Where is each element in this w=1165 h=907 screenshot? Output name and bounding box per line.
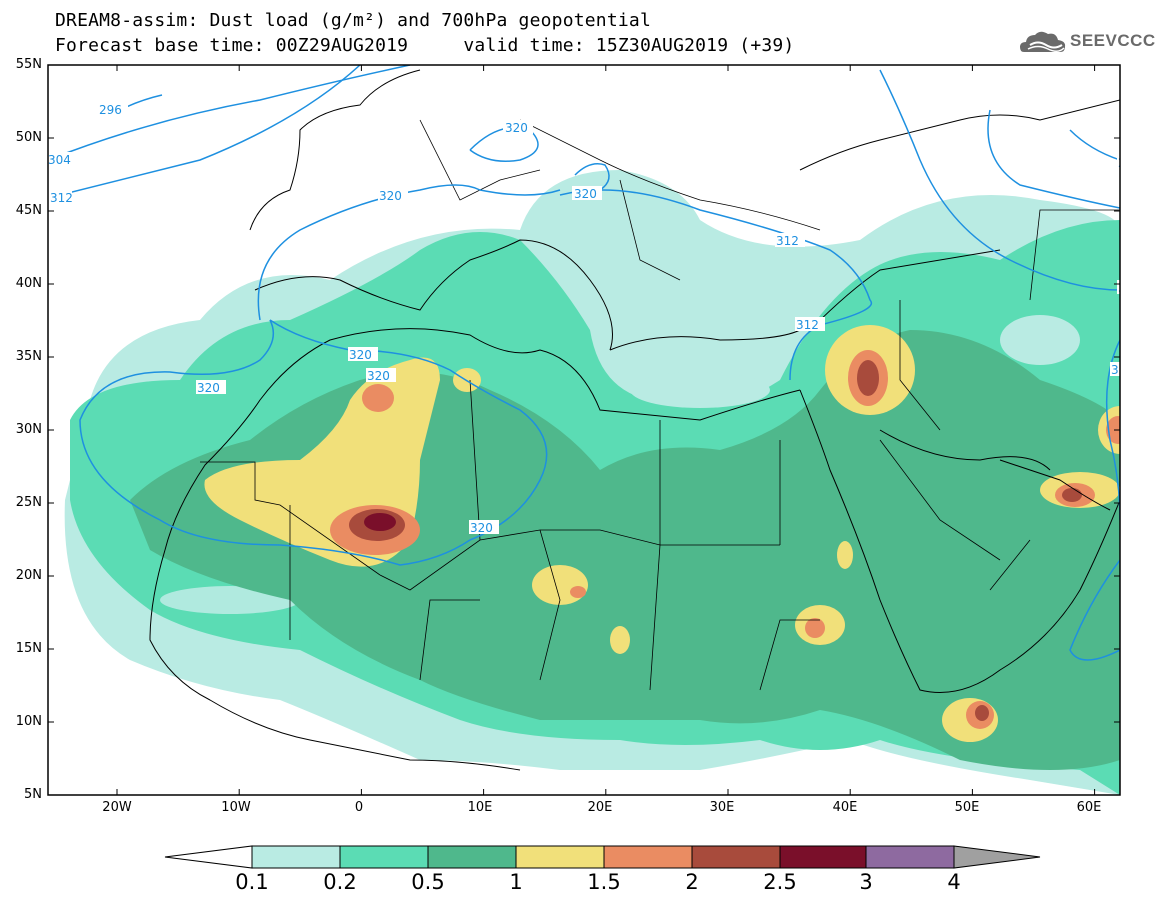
lon-label: 10E — [467, 800, 493, 815]
colorbar-label: 2.5 — [763, 870, 797, 894]
cloud-logo-icon — [1020, 31, 1066, 52]
svg-text:312: 312 — [776, 234, 799, 248]
lon-label: 0 — [354, 800, 364, 815]
lon-label: 10W — [221, 800, 251, 815]
logo-text: SEEVCCC — [1070, 31, 1156, 50]
colorbar-label: 2 — [685, 870, 699, 894]
lat-label: 55N — [15, 57, 42, 72]
svg-text:320: 320 — [574, 187, 597, 201]
svg-text:320: 320 — [197, 381, 220, 395]
colorbar-c2 — [339, 845, 429, 869]
axis-ticks — [48, 64, 1120, 796]
lon-label: 30E — [709, 800, 735, 815]
map-title: DREAM8-assim: Dust load (g/m²) and 700hP… — [55, 10, 651, 31]
svg-text:304: 304 — [1125, 201, 1148, 215]
colorbar-label: 1 — [509, 870, 523, 894]
lat-label: 10N — [15, 714, 42, 729]
lat-label: 5N — [24, 787, 42, 802]
lat-label: 25N — [15, 495, 42, 510]
colorbar-label: 3 — [859, 870, 873, 894]
colorbar — [164, 845, 1041, 869]
svg-text:320: 320 — [470, 521, 493, 535]
svg-text:312: 312 — [1111, 363, 1134, 377]
lat-label: 30N — [15, 422, 42, 437]
lat-label: 50N — [15, 130, 42, 145]
lat-label: 40N — [15, 276, 42, 291]
colorbar-above — [953, 845, 1041, 869]
map-subtitle: Forecast base time: 00Z29AUG2019 valid t… — [55, 35, 795, 56]
colorbar-label: 0.5 — [411, 870, 445, 894]
lon-label: 60E — [1076, 800, 1102, 815]
geopotential-labels: 296 304 312 320 320 320 320 320 320 320 … — [48, 102, 1148, 535]
svg-text:304: 304 — [48, 153, 71, 167]
svg-text:312: 312 — [796, 318, 819, 332]
lon-label: 20E — [587, 800, 613, 815]
svg-text:312: 312 — [50, 191, 73, 205]
svg-text:320: 320 — [349, 348, 372, 362]
dust-band-2.5 — [364, 513, 396, 531]
lat-label: 35N — [15, 349, 42, 364]
dust-field: 296 304 312 320 320 320 320 320 320 320 … — [48, 65, 1148, 795]
lat-label: 45N — [15, 203, 42, 218]
colorbar-c4 — [515, 845, 605, 869]
colorbar-below — [164, 845, 253, 869]
svg-text:296: 296 — [1118, 156, 1141, 170]
svg-text:320: 320 — [379, 189, 402, 203]
colorbar-c1 — [251, 845, 341, 869]
colorbar-c6 — [691, 845, 781, 869]
colorbar-c5 — [603, 845, 693, 869]
lon-label: 50E — [954, 800, 980, 815]
lat-label: 20N — [15, 568, 42, 583]
colorbar-c8 — [865, 845, 955, 869]
colorbar-c3 — [427, 845, 517, 869]
lon-label: 20W — [102, 800, 132, 815]
colorbar-c7 — [779, 845, 867, 869]
colorbar-label: 1.5 — [587, 870, 621, 894]
colorbar-label: 4 — [947, 870, 961, 894]
colorbar-label: 0.1 — [235, 870, 269, 894]
svg-text:320: 320 — [367, 369, 390, 383]
lon-label: 40E — [832, 800, 858, 815]
coastlines — [149, 69, 1120, 771]
lat-label: 15N — [15, 641, 42, 656]
colorbar-label: 0.2 — [323, 870, 357, 894]
svg-text:312: 312 — [1118, 281, 1141, 295]
svg-text:320: 320 — [505, 121, 528, 135]
svg-text:296: 296 — [99, 103, 122, 117]
country-borders — [200, 119, 1120, 691]
geopotential-contours — [48, 65, 1120, 661]
